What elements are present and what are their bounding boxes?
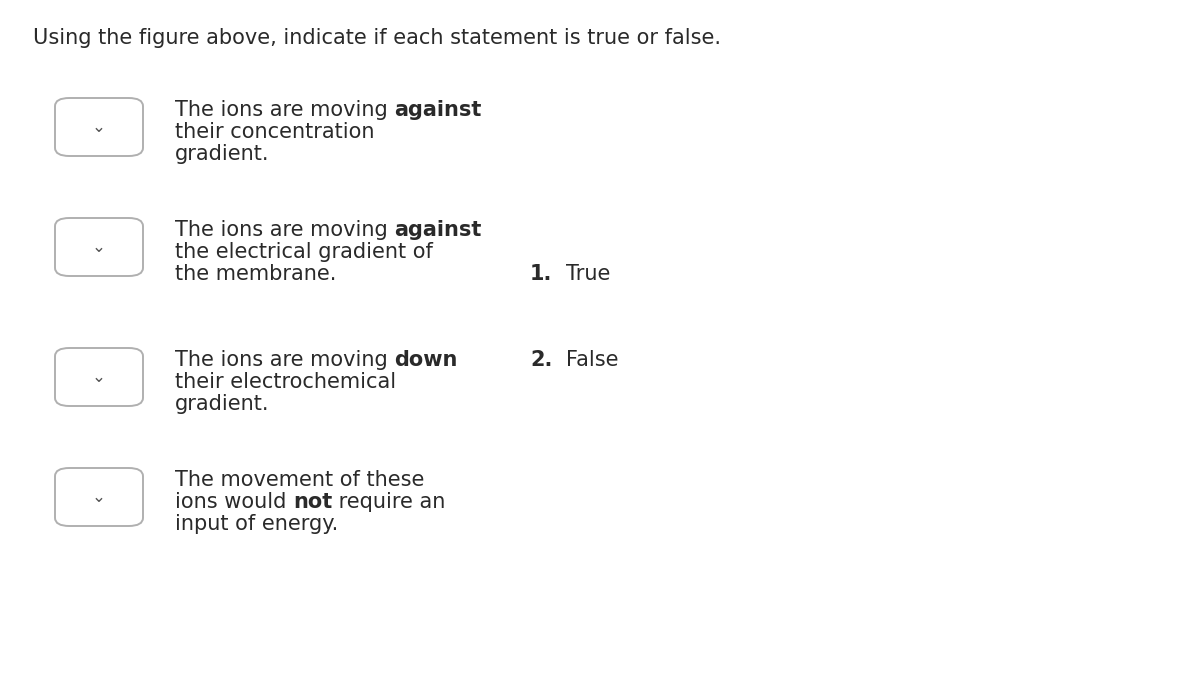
Text: against: against — [395, 220, 481, 240]
Text: The ions are moving: The ions are moving — [175, 100, 395, 120]
Text: The movement of these: The movement of these — [175, 470, 425, 490]
Text: ⌄: ⌄ — [92, 238, 106, 256]
Text: their concentration: their concentration — [175, 122, 374, 142]
Text: ⌄: ⌄ — [92, 488, 106, 506]
Text: their electrochemical: their electrochemical — [175, 372, 396, 392]
Text: gradient.: gradient. — [175, 394, 270, 414]
Text: Using the figure above, indicate if each statement is true or false.: Using the figure above, indicate if each… — [34, 28, 721, 48]
Text: ions would: ions would — [175, 492, 293, 512]
Text: 2.: 2. — [530, 350, 552, 370]
Text: against: against — [395, 100, 481, 120]
Text: False: False — [566, 350, 619, 370]
Text: not: not — [293, 492, 332, 512]
Text: The ions are moving: The ions are moving — [175, 220, 395, 240]
Text: 1.: 1. — [530, 264, 552, 284]
Text: input of energy.: input of energy. — [175, 514, 338, 534]
Text: True: True — [566, 264, 611, 284]
Text: ⌄: ⌄ — [92, 118, 106, 136]
Text: gradient.: gradient. — [175, 144, 270, 164]
Text: The ions are moving: The ions are moving — [175, 350, 395, 370]
Text: the electrical gradient of: the electrical gradient of — [175, 242, 433, 262]
Text: ⌄: ⌄ — [92, 368, 106, 386]
Text: down: down — [395, 350, 457, 370]
Text: the membrane.: the membrane. — [175, 264, 336, 284]
Text: require an: require an — [332, 492, 445, 512]
